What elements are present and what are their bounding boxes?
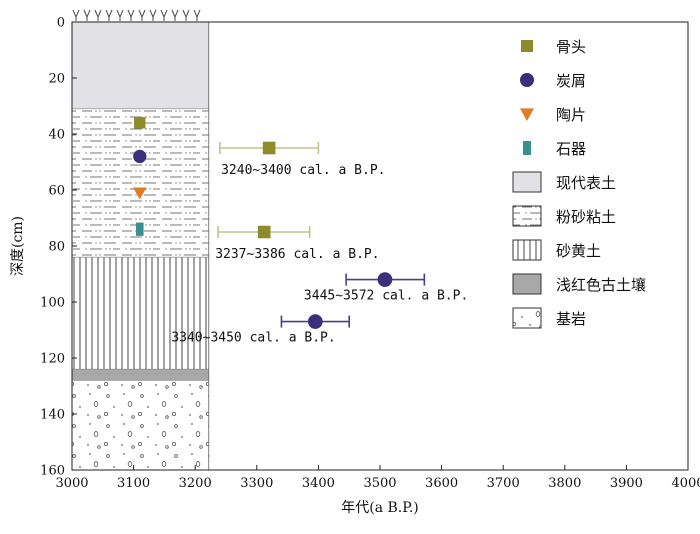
x-tick-label: 3900 — [610, 476, 643, 491]
legend-swatch-paleosol — [512, 273, 542, 295]
stratum-sandy-loess — [71, 256, 210, 370]
y-tick-label: 60 — [48, 184, 65, 199]
grass-mark — [160, 9, 168, 21]
legend-label: 基岩 — [556, 310, 586, 328]
date-range-label: 3340~3450 cal. a B.P. — [171, 331, 335, 346]
legend-label: 浅红色古土壤 — [556, 276, 646, 294]
data-point-square — [134, 117, 146, 129]
grass-mark — [149, 9, 157, 21]
x-tick-label: 3300 — [240, 476, 273, 491]
x-tick-label: 3700 — [487, 476, 520, 491]
y-tick-label: 160 — [40, 464, 65, 479]
stratum-bedrock — [71, 380, 210, 471]
grass-mark — [182, 9, 190, 21]
data-point-circle — [307, 314, 323, 329]
date-range-label: 3445~3572 cal. a B.P. — [304, 289, 468, 304]
legend-label: 陶片 — [556, 106, 586, 124]
grass-mark — [94, 9, 102, 21]
legend-label: 炭屑 — [556, 72, 586, 90]
legend-marker-rect — [523, 141, 531, 155]
data-point-triangle-down — [133, 187, 147, 200]
y-tick-label: 120 — [40, 352, 65, 367]
date-range-label: 3237~3386 cal. a B.P. — [215, 247, 379, 262]
legend-marker-triangle-down — [520, 108, 534, 121]
x-tick-label: 3500 — [363, 476, 396, 491]
data-point-square — [262, 141, 276, 155]
y-tick-label: 0 — [57, 16, 65, 31]
legend-swatch-bedrock — [512, 307, 542, 329]
legend-marker-circle — [520, 73, 534, 87]
data-point-rect — [135, 222, 144, 236]
x-tick-label: 3600 — [425, 476, 458, 491]
x-tick-label: 3800 — [548, 476, 581, 491]
data-point-circle — [377, 272, 393, 287]
x-tick-label: 3000 — [55, 476, 88, 491]
legend-label: 骨头 — [556, 38, 586, 56]
data-point-square — [257, 225, 271, 239]
y-tick-label: 80 — [48, 240, 65, 255]
y-axis-title: 深度(cm) — [10, 216, 26, 276]
grass-mark — [193, 9, 201, 21]
y-tick-label: 40 — [48, 128, 65, 143]
y-tick-label: 20 — [48, 72, 65, 87]
date-range-label: 3240~3400 cal. a B.P. — [221, 163, 385, 178]
legend-label: 砂黄土 — [556, 242, 601, 260]
y-tick-label: 100 — [40, 296, 65, 311]
grass-mark — [138, 9, 146, 21]
grass-mark — [171, 9, 179, 21]
stratum-topsoil — [71, 21, 210, 110]
y-tick-label: 140 — [40, 408, 65, 423]
legend-swatch-sandy-loess — [512, 239, 542, 261]
x-tick-label: 3100 — [117, 476, 150, 491]
legend-label: 粉砂粘土 — [556, 208, 616, 226]
legend-swatch-silty-clay — [512, 205, 542, 227]
legend-marker-square — [521, 40, 533, 52]
data-point-circle — [133, 149, 147, 164]
grass-mark — [83, 9, 91, 21]
x-tick-label: 3200 — [179, 476, 212, 491]
grass-mark — [105, 9, 113, 21]
stratum-paleosol — [71, 368, 210, 381]
grass-mark — [127, 9, 135, 21]
x-tick-label: 3400 — [302, 476, 335, 491]
grass-mark — [116, 9, 124, 21]
legend-label: 石器 — [556, 140, 586, 158]
x-axis-title: 年代(a B.P.) — [341, 500, 419, 516]
legend-label: 现代表土 — [556, 174, 616, 192]
grass-mark — [72, 9, 80, 21]
legend-swatch-topsoil — [512, 171, 542, 193]
